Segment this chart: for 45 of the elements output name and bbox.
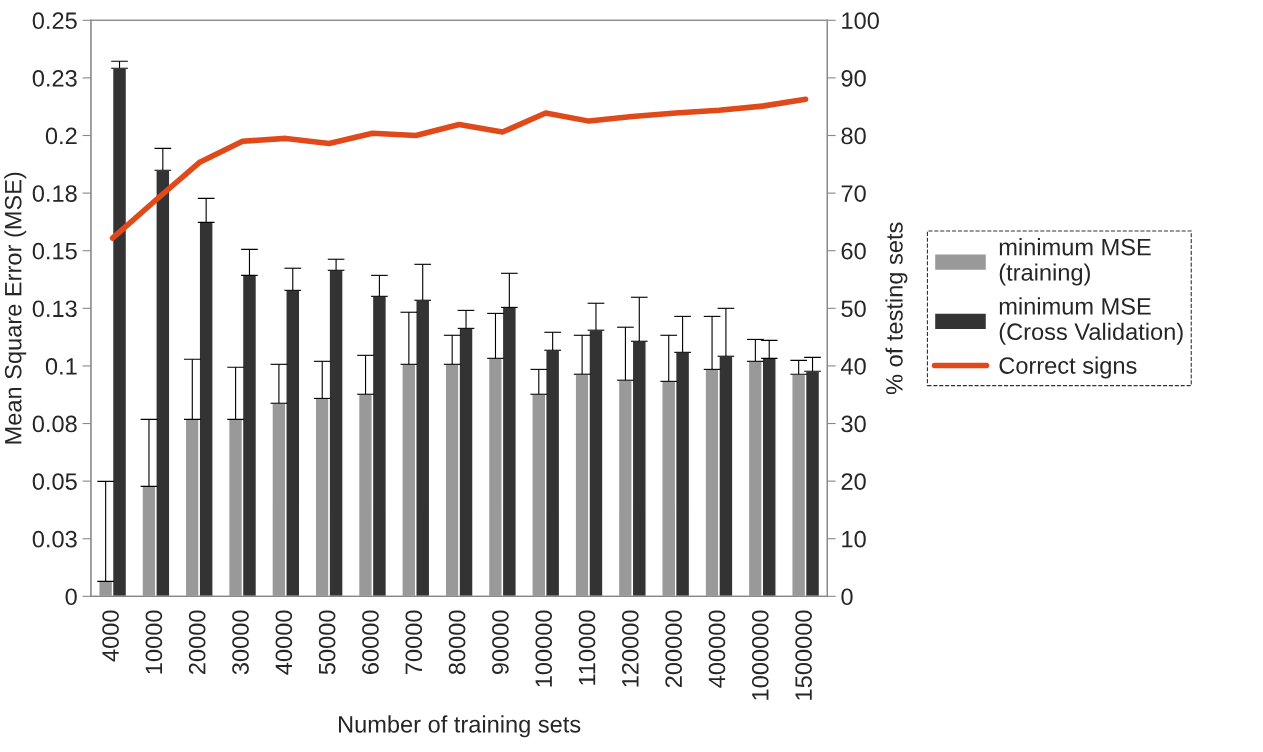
y-tick-label: 0.08 [32,415,77,433]
y-tick-label: 0.15 [32,242,77,260]
x-tick-label: 90000 [492,610,509,675]
y2-tick-label: 80 [841,127,866,145]
y2-tick-label: 100 [842,12,879,30]
y-tick-label: 0.25 [32,12,77,30]
x-tick-label: 400000 [708,610,726,688]
y2-tick-label: 30 [841,415,866,433]
y-tick-label: 0.18 [32,185,77,202]
x-tick-label: 120000 [621,610,639,687]
x-tick-label: 1000000 [751,610,769,700]
x-tick-label: 20000 [188,610,206,674]
y-tick-label: 0.23 [32,69,77,87]
y-tick-label: 0.1 [45,357,77,375]
x-tick-label: 60000 [362,610,379,674]
x-tick-label: 4000 [102,610,119,662]
x-tick-label: 100000 [535,610,553,687]
x-axis-title: Number of training sets [339,715,581,738]
x-tick-label: 10000 [145,610,163,674]
x-tick-label: 80000 [448,610,466,675]
y-tick-label: 0.2 [45,127,77,145]
legend-label: Correct signs [999,356,1137,379]
y2-tick-label: 90 [841,69,866,87]
y-tick-label: 0.05 [32,473,77,490]
x-tick-label: 30000 [232,610,249,675]
y2-tick-label: 70 [841,185,866,202]
y-tick-label: 0.13 [32,300,77,318]
y-tick-label: 0 [65,588,77,606]
y2-tick-label: 50 [841,300,866,318]
x-tick-label: 200000 [665,610,683,688]
x-tick-label: 1500000 [795,610,812,700]
y2-tick-label: 40 [841,357,866,375]
x-tick-label: 70000 [405,610,423,674]
legend-label: minimum MSE (training) [999,238,1151,286]
y-axis-title: Mean Square Error (MSE) [4,172,27,444]
y2-axis-title: % of testing sets [885,222,908,395]
x-tick-label: 40000 [275,610,293,675]
x-tick-label: 110000 [578,610,596,685]
y2-tick-label: 60 [841,242,866,260]
y2-tick-label: 20 [841,473,866,490]
y2-tick-label: 0 [841,588,853,606]
y2-tick-label: 10 [842,530,866,548]
legend-label: minimum MSE (Cross Validation) [999,297,1183,345]
x-tick-label: 50000 [318,610,336,675]
y-tick-label: 0.03 [32,530,77,548]
